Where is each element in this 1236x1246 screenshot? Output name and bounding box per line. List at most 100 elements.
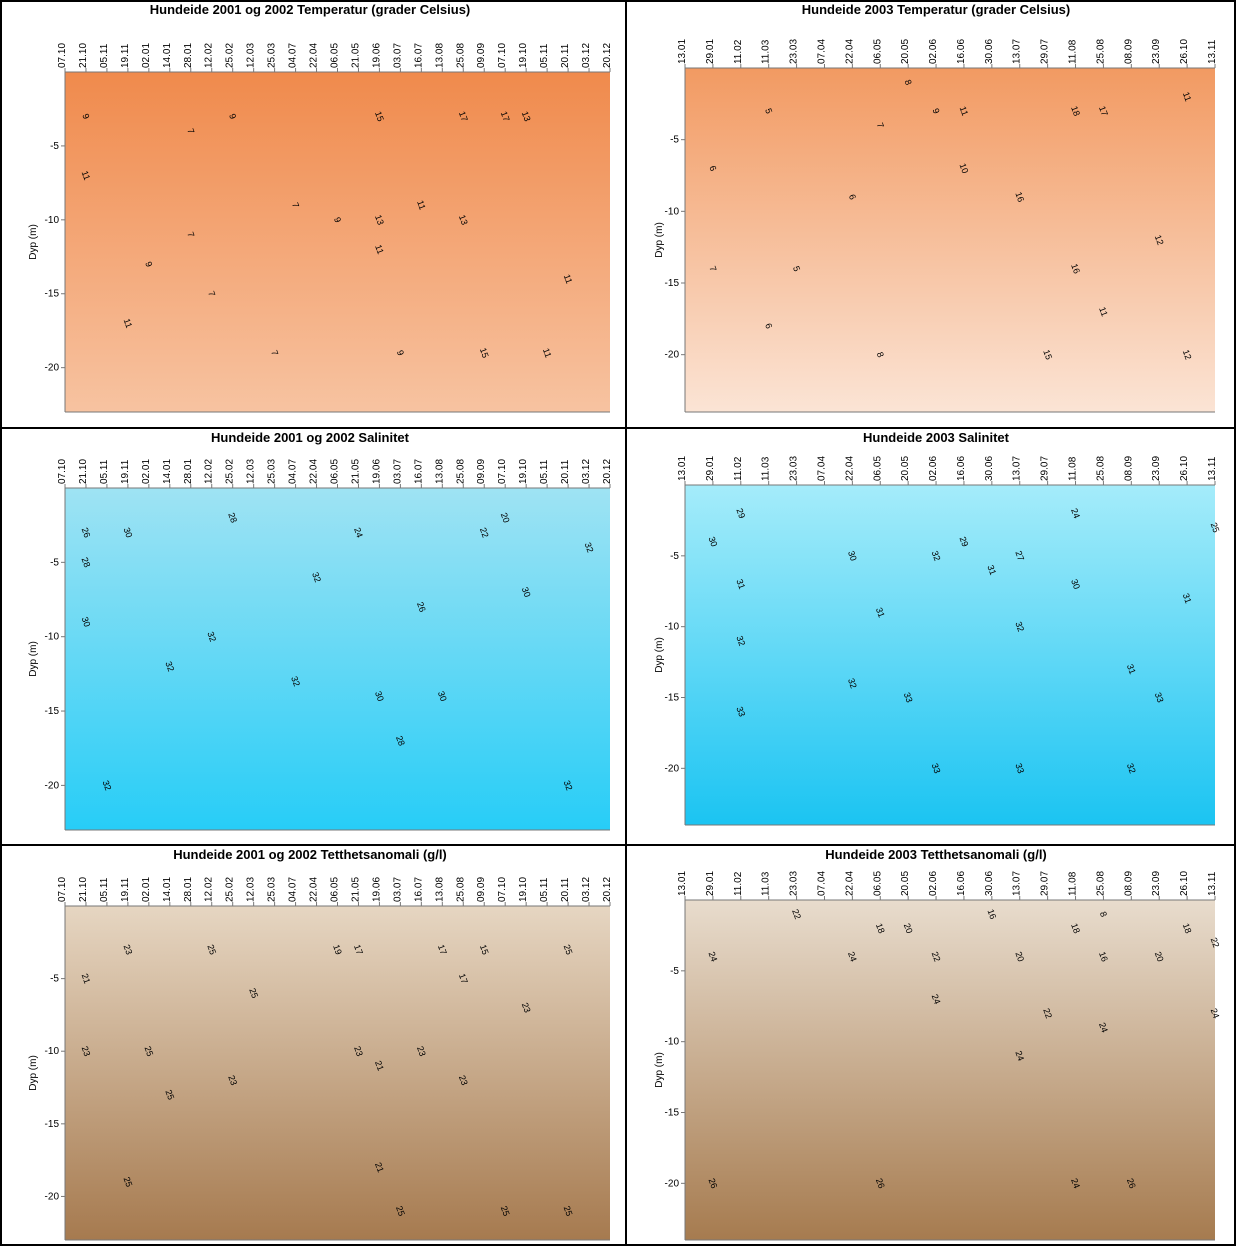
contour-label: 24: [1013, 1049, 1026, 1062]
x-tick-label: 29.07: [1040, 456, 1051, 481]
x-tick-label: 16.07: [413, 877, 424, 902]
x-tick-label: 07.04: [816, 871, 827, 896]
x-tick-label: 25.02: [225, 459, 236, 484]
contour-label: 17: [1097, 105, 1110, 118]
contour-label: 23: [457, 1074, 470, 1087]
x-tick-label: 12.02: [204, 459, 215, 484]
x-tick-label: 14.01: [162, 459, 173, 484]
x-tick-label: 13.07: [1012, 456, 1023, 481]
contour-label: 11: [1097, 306, 1110, 318]
x-tick-label: 28.01: [183, 43, 194, 68]
contour-label: 6: [763, 322, 774, 330]
contour-label: 33: [1153, 691, 1166, 704]
x-tick-label: 25.03: [267, 877, 278, 902]
x-tick-label: 16.06: [956, 871, 967, 896]
x-tick-label: 12.03: [246, 877, 257, 902]
y-axis-label: Dyp (m): [654, 637, 665, 673]
contour-label: 32: [583, 541, 596, 554]
x-tick-label: 16.06: [956, 456, 967, 481]
x-tick-label: 06.05: [330, 43, 341, 68]
contour-label: 7: [269, 349, 280, 357]
x-tick-label: 20.05: [900, 871, 911, 896]
x-tick-label: 25.08: [455, 459, 466, 484]
contour-label: 13: [520, 110, 533, 123]
chart-title: Hundeide 2001 og 2002 Salinitet: [211, 430, 410, 445]
contour-label: 10: [958, 162, 971, 175]
contour-label: 18: [1181, 922, 1194, 935]
y-tick-label: -5: [50, 974, 59, 985]
contour-label: 22: [1041, 1007, 1054, 1020]
x-tick-label: 05.11: [539, 877, 550, 902]
x-tick-label: 19.11: [120, 43, 131, 68]
x-tick-label: 07.04: [816, 456, 827, 481]
y-tick-label: -10: [665, 206, 680, 217]
x-tick-label: 13.11: [1207, 39, 1218, 64]
x-tick-label: 29.01: [705, 871, 716, 896]
x-tick-label: 11.03: [761, 456, 772, 481]
y-tick-label: -10: [665, 622, 680, 633]
contour-label: 5: [763, 107, 774, 115]
contour-label: 25: [499, 1205, 512, 1218]
x-tick-label: 09.09: [476, 43, 487, 68]
contour-label: 23: [352, 1045, 365, 1058]
contour-label: 5: [791, 265, 802, 273]
x-tick-label: 20.11: [560, 43, 571, 68]
x-tick-label: 03.07: [392, 877, 403, 902]
y-tick-label: -15: [665, 278, 680, 289]
contour-label: 30: [436, 690, 449, 703]
x-tick-label: 25.03: [267, 459, 278, 484]
y-axis-label: Dyp (m): [28, 641, 39, 677]
contour-label: 11: [541, 347, 554, 359]
x-tick-label: 23.09: [1151, 871, 1162, 896]
y-tick-label: -10: [665, 1037, 680, 1048]
x-tick-label: 19.06: [371, 877, 382, 902]
contour-label: 25: [142, 1045, 155, 1058]
contour-label: 9: [80, 112, 91, 120]
x-tick-label: 20.12: [602, 43, 613, 68]
contour-label: 22: [1209, 936, 1222, 949]
x-tick-label: 13.07: [1012, 871, 1023, 896]
x-tick-label: 03.12: [581, 459, 592, 484]
contour-label: 12: [1181, 348, 1194, 361]
contour-label: 9: [332, 216, 343, 224]
y-axis-label: Dyp (m): [28, 224, 39, 260]
chart-title: Hundeide 2003 Temperatur (grader Celsius…: [802, 2, 1071, 17]
x-tick-label: 30.06: [984, 456, 995, 481]
contour-field: [65, 488, 610, 830]
x-tick-label: 25.03: [267, 43, 278, 68]
x-tick-label: 05.11: [99, 459, 110, 484]
x-tick-label: 16.07: [413, 43, 424, 68]
contour-label: 25: [163, 1088, 176, 1101]
contour-label: 23: [520, 1001, 533, 1014]
contour-label: 7: [185, 231, 196, 239]
x-tick-label: 04.07: [288, 43, 299, 68]
contour-label: 11: [1181, 91, 1194, 103]
contour-label: 12: [1153, 234, 1166, 247]
contour-label: 6: [847, 193, 858, 201]
x-tick-label: 13.01: [677, 39, 688, 64]
contour-label: 33: [1013, 762, 1026, 775]
contour-label: 22: [790, 908, 803, 921]
contour-label: 17: [457, 972, 470, 985]
contour-label: 24: [930, 993, 943, 1006]
contour-label: 21: [373, 1059, 386, 1072]
contour-label: 31: [734, 578, 747, 591]
chart-title: Hundeide 2003 Salinitet: [863, 430, 1010, 445]
x-tick-label: 07.10: [57, 877, 68, 902]
x-tick-label: 06.05: [330, 877, 341, 902]
x-tick-label: 22.04: [844, 39, 855, 64]
contour-label: 21: [80, 972, 93, 985]
x-tick-label: 05.11: [99, 43, 110, 68]
contour-label: 11: [562, 273, 575, 285]
contour-label: 33: [902, 691, 915, 704]
x-tick-label: 21.10: [78, 459, 89, 484]
contour-label: 23: [121, 943, 134, 956]
y-axis-label: Dyp (m): [28, 1055, 39, 1091]
x-tick-label: 07.10: [57, 43, 68, 68]
contour-label: 28: [226, 511, 239, 524]
x-tick-label: 12.03: [246, 459, 257, 484]
x-tick-label: 08.09: [1123, 456, 1134, 481]
contour-label: 24: [1069, 507, 1082, 520]
contour-label: 26: [80, 526, 93, 539]
x-tick-label: 06.05: [330, 459, 341, 484]
